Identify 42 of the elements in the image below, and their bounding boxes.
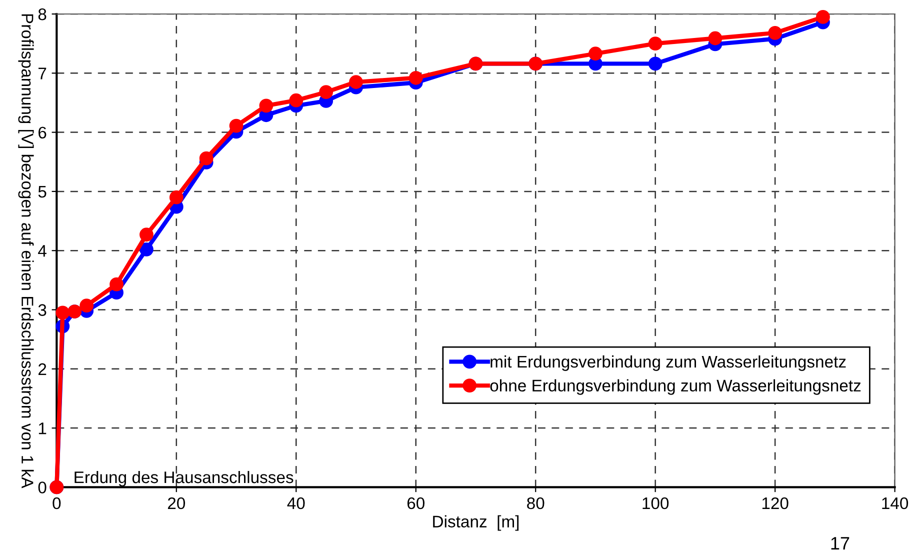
point	[648, 56, 662, 71]
point	[349, 75, 363, 89]
point	[319, 85, 334, 100]
text: 17	[831, 537, 850, 550]
point	[199, 151, 214, 166]
annotation: Erdung des Hausanschlusses	[74, 470, 294, 486]
y-tick-label: 8	[38, 8, 46, 20]
point	[229, 118, 244, 133]
x-tick-label: 80	[527, 497, 544, 510]
point	[816, 10, 830, 24]
point	[110, 277, 124, 292]
point	[259, 98, 274, 113]
x-tick-label: 100	[642, 497, 669, 510]
point	[80, 298, 94, 313]
x-tick-label: 0	[52, 497, 61, 510]
x-tick-label: 20	[168, 497, 186, 510]
point	[289, 93, 304, 108]
point	[140, 228, 154, 242]
point	[708, 31, 722, 46]
y-tick-label: 5	[38, 186, 46, 198]
point	[140, 242, 154, 256]
point	[768, 26, 782, 40]
x-axis-title: Distanz [m]	[433, 515, 519, 531]
y-tick-label: 7	[38, 68, 46, 80]
x-tick-label: 40	[287, 497, 305, 510]
x-tick-label: 120	[762, 497, 788, 510]
y-tick-label: 3	[38, 304, 46, 316]
y-tick-label: 6	[38, 126, 46, 139]
point	[408, 70, 423, 85]
y-tick-label: 4	[38, 245, 46, 257]
y-tick-label: 2	[38, 363, 46, 375]
legend-label: ohne Erdungsverbindung zum Wasserleitungsnetz	[490, 379, 861, 395]
point	[169, 190, 184, 204]
point	[56, 306, 70, 320]
point	[648, 36, 662, 51]
y-axis-title: Profilspannung [V] bezogen auf einen Erdschlussstrom von 1 kA	[18, 14, 34, 488]
y-tick-label: 0	[38, 482, 46, 494]
legend-label: mit Erdungsverbindung zum Wasserleitungsnetz	[490, 355, 846, 371]
point	[588, 46, 602, 61]
x-tick-label: 140	[882, 497, 908, 510]
x-tick-label: 60	[407, 497, 424, 510]
y-tick-label: 1	[38, 422, 46, 434]
